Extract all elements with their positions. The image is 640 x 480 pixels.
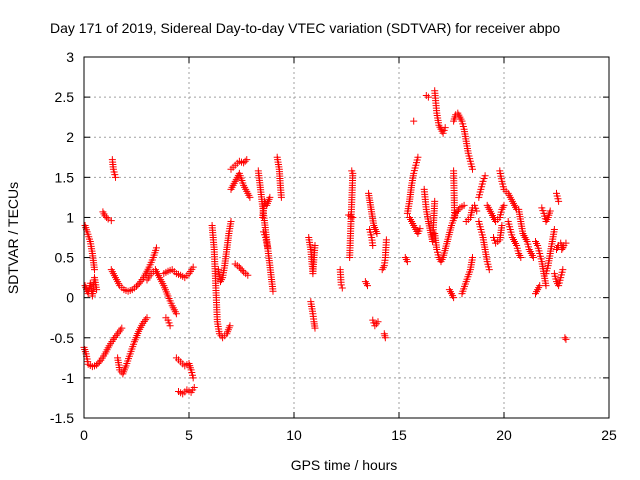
data-point	[485, 266, 493, 274]
data-point	[244, 271, 252, 279]
data-point	[555, 197, 563, 205]
y-tick-label: 1	[66, 209, 74, 225]
data-point	[460, 201, 468, 209]
data-point	[311, 242, 319, 250]
data-point	[246, 193, 254, 201]
data-point	[118, 324, 126, 332]
data-point	[190, 384, 198, 392]
data-point	[542, 282, 550, 290]
x-tick-label: 5	[185, 427, 193, 443]
data-point	[243, 156, 251, 164]
y-tick-label: -0.5	[50, 330, 74, 346]
x-axis-label: GPS time / hours	[291, 457, 398, 473]
data-point	[152, 244, 160, 252]
data-point	[166, 322, 174, 330]
data-point	[500, 201, 508, 209]
data-point	[550, 225, 558, 233]
y-tick-label: -1	[62, 370, 75, 386]
chart-title: Day 171 of 2019, Sidereal Day-to-day VTE…	[50, 20, 560, 36]
x-tick-label: 15	[391, 427, 407, 443]
y-axis-label: SDTVAR / TECUs	[5, 182, 21, 294]
plot-frame	[83, 56, 610, 419]
data-point	[101, 212, 109, 220]
data-point	[559, 266, 567, 274]
data-point	[189, 263, 197, 271]
data-point	[93, 286, 101, 294]
grid-lines	[84, 57, 609, 418]
data-point	[441, 124, 449, 132]
data-point	[451, 213, 459, 221]
data-point	[450, 294, 458, 302]
data-point	[473, 207, 481, 215]
data-point	[403, 258, 411, 266]
data-point	[135, 279, 143, 287]
y-tick-label: 2	[66, 129, 74, 145]
data-point	[95, 358, 103, 366]
data-point	[103, 213, 111, 221]
data-point	[469, 254, 476, 262]
data-point	[517, 254, 525, 262]
x-tick-label: 0	[80, 427, 88, 443]
data-points	[80, 87, 570, 398]
data-point	[269, 287, 277, 295]
y-tick-label: 0.5	[55, 250, 75, 266]
data-point	[410, 117, 418, 125]
data-point	[346, 254, 354, 262]
data-point	[238, 266, 246, 274]
data-point	[112, 173, 119, 181]
axis-ticks: 0 5 10 15 20 25 -1.5 -1 -0.5 0 0.5 1 1.5 2 2.5 3	[50, 49, 617, 443]
data-point	[107, 217, 115, 225]
data-point	[227, 217, 235, 225]
data-point	[561, 334, 569, 342]
data-point	[414, 153, 422, 161]
data-point	[349, 213, 357, 221]
data-point	[277, 193, 285, 201]
y-tick-label: -1.5	[50, 410, 74, 426]
data-point	[240, 159, 248, 167]
data-point	[481, 172, 489, 180]
data-point	[172, 310, 180, 318]
data-point	[431, 197, 439, 205]
data-point	[369, 242, 377, 250]
data-point	[311, 324, 319, 332]
y-tick-label: 1.5	[55, 169, 75, 185]
data-point	[529, 254, 537, 262]
data-point	[266, 193, 274, 201]
data-point	[536, 282, 544, 290]
data-point	[546, 207, 554, 215]
x-tick-label: 20	[496, 427, 512, 443]
data-point	[241, 157, 249, 165]
data-point	[416, 225, 424, 233]
data-point	[382, 236, 390, 244]
data-point	[337, 281, 345, 289]
data-point	[562, 335, 570, 343]
data-point	[469, 165, 476, 173]
data-point	[91, 266, 98, 274]
data-point	[364, 282, 371, 290]
data-point	[424, 93, 432, 101]
data-point	[104, 215, 112, 223]
y-tick-label: 3	[66, 49, 74, 65]
data-point	[498, 221, 506, 229]
y-tick-label: 0	[66, 290, 74, 306]
data-point	[381, 334, 389, 342]
x-tick-label: 25	[601, 427, 617, 443]
x-tick-label: 10	[286, 427, 302, 443]
y-tick-label: 2.5	[55, 89, 75, 105]
data-point	[338, 284, 346, 292]
data-point	[189, 374, 197, 382]
data-point	[562, 239, 570, 247]
data-point	[143, 314, 151, 322]
data-point	[373, 229, 381, 237]
data-point	[226, 322, 234, 330]
data-point	[374, 318, 382, 326]
